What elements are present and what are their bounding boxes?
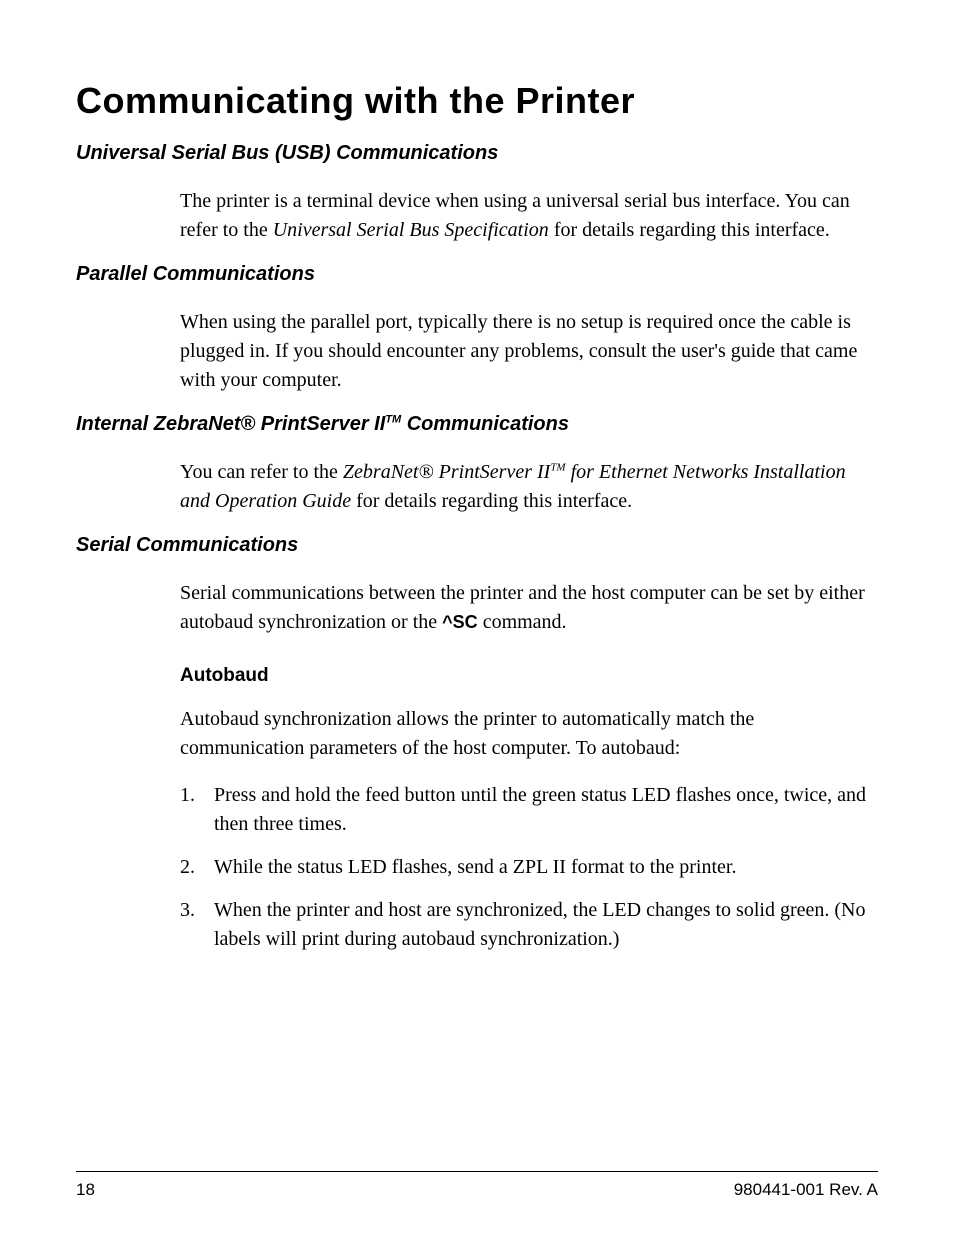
text: Internal ZebraNet® PrintServer II: [76, 413, 385, 435]
text: for details regarding this interface.: [549, 219, 830, 241]
page-title: Communicating with the Printer: [76, 80, 878, 122]
para-serial: Serial communications between the printe…: [180, 579, 878, 637]
heading-serial: Serial Communications: [76, 534, 878, 557]
footer-rule: [76, 1171, 878, 1172]
step-text: While the status LED flashes, send a ZPL…: [214, 853, 878, 882]
step-number: 1.: [180, 781, 214, 839]
autobaud-steps: 1. Press and hold the feed button until …: [180, 781, 878, 954]
tm-mark: TM: [385, 413, 401, 425]
list-item: 3. When the printer and host are synchro…: [180, 896, 878, 954]
list-item: 2. While the status LED flashes, send a …: [180, 853, 878, 882]
text-italic: ZebraNet® PrintServer II: [343, 461, 550, 483]
list-item: 1. Press and hold the feed button until …: [180, 781, 878, 839]
text-italic: Universal Serial Bus Specification: [273, 219, 549, 241]
text: for details regarding this interface.: [351, 490, 632, 512]
para-autobaud-intro: Autobaud synchronization allows the prin…: [180, 705, 878, 763]
heading-autobaud: Autobaud: [180, 665, 878, 687]
para-parallel: When using the parallel port, typically …: [180, 308, 878, 395]
command-text: ^SC: [442, 612, 478, 632]
heading-zebranet: Internal ZebraNet® PrintServer IITM Comm…: [76, 413, 878, 436]
page-footer: 18 980441-001 Rev. A: [76, 1171, 878, 1200]
heading-usb: Universal Serial Bus (USB) Communication…: [76, 142, 878, 165]
step-text: Press and hold the feed button until the…: [214, 781, 878, 839]
para-zebranet: You can refer to the ZebraNet® PrintServ…: [180, 458, 878, 516]
text: command.: [478, 611, 567, 633]
text: You can refer to the: [180, 461, 343, 483]
page-number: 18: [76, 1180, 95, 1200]
step-number: 3.: [180, 896, 214, 954]
tm-mark: TM: [550, 461, 565, 473]
para-usb: The printer is a terminal device when us…: [180, 187, 878, 245]
step-text: When the printer and host are synchroniz…: [214, 896, 878, 954]
doc-id: 980441-001 Rev. A: [734, 1180, 878, 1200]
text: Communications: [401, 413, 569, 435]
step-number: 2.: [180, 853, 214, 882]
heading-parallel: Parallel Communications: [76, 263, 878, 286]
